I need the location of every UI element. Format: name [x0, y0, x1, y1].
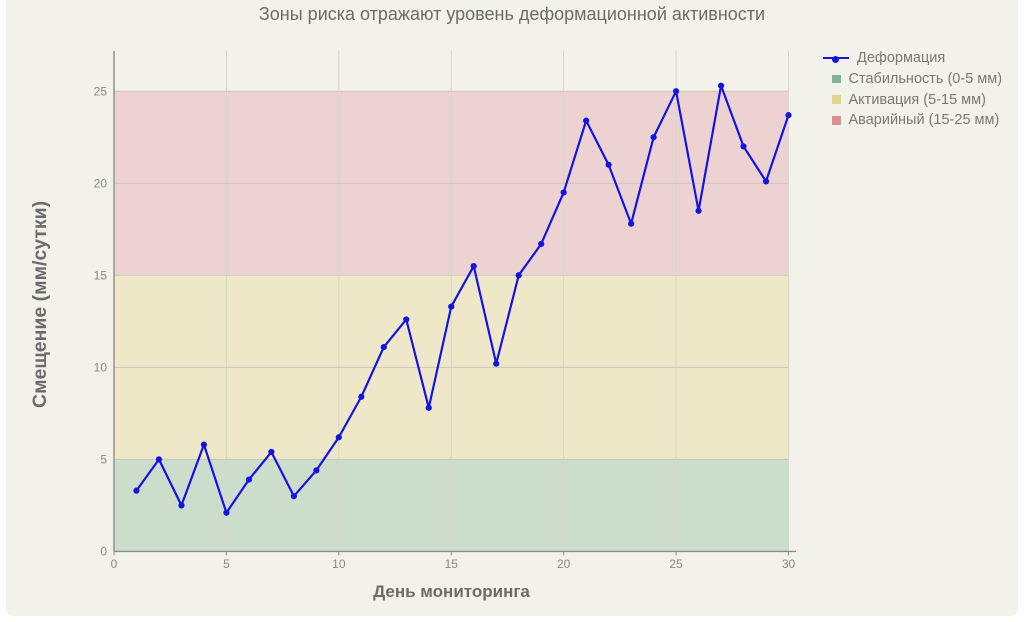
svg-text:0: 0 [100, 544, 107, 558]
svg-text:10: 10 [332, 557, 346, 571]
svg-text:15: 15 [94, 268, 108, 282]
svg-text:15: 15 [445, 557, 459, 571]
svg-text:5: 5 [223, 557, 230, 571]
svg-text:30: 30 [782, 557, 796, 571]
svg-text:20: 20 [557, 557, 571, 571]
svg-text:25: 25 [669, 557, 683, 571]
svg-text:0: 0 [111, 557, 118, 571]
svg-text:5: 5 [100, 452, 107, 466]
svg-text:20: 20 [94, 176, 108, 190]
svg-text:10: 10 [94, 360, 108, 374]
svg-text:25: 25 [94, 84, 108, 98]
